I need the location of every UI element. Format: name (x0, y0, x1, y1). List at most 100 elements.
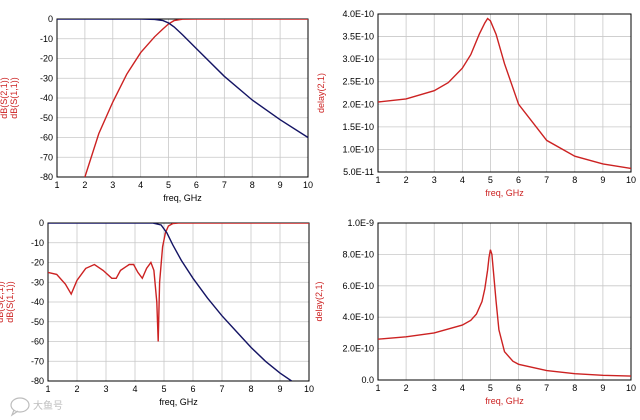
y-tick-label: -80 (31, 376, 44, 386)
y-tick-label: -40 (40, 93, 53, 103)
y-tick-label: 4.0E-10 (342, 9, 374, 19)
x-tick-label: 4 (132, 384, 137, 394)
plot-area (377, 222, 632, 381)
series-line-0 (378, 249, 631, 377)
y-axis-label-part: dB(S(1,1)) (9, 77, 19, 119)
y-tick-label: -10 (31, 238, 44, 248)
chart-s-parameters-bottom: 1 2 3 4 5 6 7 8 9 10 0 -10 -20 -30 -40 -50 -60 -70 -80 freq… (0, 218, 314, 407)
y-tick-label: 8.0E-10 (342, 249, 374, 259)
chart-delay-top: 1 2 3 4 5 6 7 8 9 10 4.0E-10 3.5E-10 3.0E-10 2.5E-10 2… (316, 9, 636, 198)
x-tick-label: 3 (432, 383, 437, 393)
y-tick-label: 2.0E-10 (342, 99, 374, 109)
y-tick-label: -50 (40, 113, 53, 123)
y-tick-label: 2.0E-10 (342, 344, 374, 354)
y-tick-label: 0 (48, 14, 53, 24)
x-tick-label: 2 (404, 383, 409, 393)
x-tick-label: 6 (194, 180, 199, 190)
x-tick-label: 4 (138, 180, 143, 190)
y-tick-label: 6.0E-10 (342, 281, 374, 291)
x-tick-label: 5 (166, 180, 171, 190)
series-line-0 (84, 19, 308, 177)
x-axis-label: freq, GHz (163, 193, 202, 203)
x-tick-label: 9 (600, 175, 605, 185)
x-tick-label: 3 (103, 384, 108, 394)
y-axis-label: delay(2,1) (316, 73, 326, 113)
y-tick-label: 1.5E-10 (342, 122, 374, 132)
x-tick-label: 2 (404, 175, 409, 185)
plot-border (377, 13, 632, 173)
x-tick-label: 10 (303, 180, 313, 190)
x-tick-label: 5 (488, 383, 493, 393)
y-tick-label: -80 (40, 172, 53, 182)
x-tick-label: 4 (460, 383, 465, 393)
y-tick-label: -30 (40, 73, 53, 83)
x-tick-label: 1 (45, 384, 50, 394)
y-tick-label: 3.5E-10 (342, 32, 374, 42)
x-tick-label: 9 (278, 180, 283, 190)
x-tick-label: 7 (222, 180, 227, 190)
series-line-1 (48, 223, 292, 381)
watermark-text: 大鱼号 (33, 399, 63, 412)
y-tick-label: 2.5E-10 (342, 77, 374, 87)
y-axis-label: dB(S(2,1))dB(S(1,1)) (0, 281, 15, 323)
x-tick-label: 1 (375, 383, 380, 393)
y-tick-label: -60 (31, 337, 44, 347)
x-tick-label: 7 (544, 175, 549, 185)
y-tick-label: 0.0 (361, 375, 374, 385)
x-tick-label: 10 (304, 384, 314, 394)
y-tick-label: -20 (40, 54, 53, 64)
y-tick-label: -60 (40, 133, 53, 143)
y-tick-label: 4.0E-10 (342, 312, 374, 322)
y-axis-label: delay(2,1) (314, 281, 324, 321)
y-tick-label: 5.0E-11 (343, 167, 374, 177)
x-tick-label: 2 (74, 384, 79, 394)
x-tick-label: 10 (626, 383, 636, 393)
y-tick-label: -70 (31, 356, 44, 366)
x-tick-label: 9 (600, 383, 605, 393)
plot-area (377, 13, 632, 173)
x-tick-label: 8 (250, 180, 255, 190)
x-tick-label: 4 (460, 175, 465, 185)
x-tick-label: 2 (82, 180, 87, 190)
y-tick-label: -40 (31, 297, 44, 307)
x-tick-label: 7 (219, 384, 224, 394)
y-axis-label-part: dB(S(2,1)) (0, 281, 5, 323)
y-axis-label: dB(S(2,1))dB(S(1,1)) (0, 77, 19, 119)
x-axis-label: freq, GHz (485, 188, 524, 198)
x-tick-label: 5 (488, 175, 493, 185)
y-axis-label-part: dB(S(2,1)) (0, 77, 9, 119)
series-line-0 (378, 17, 631, 170)
chart-delay-bottom: 1 2 3 4 5 6 7 8 9 10 1.0E-9 8.0E-10 6.0E-10 4.0E-10 2.… (314, 218, 636, 406)
x-tick-label: 1 (375, 175, 380, 185)
y-tick-label: 1.0E-9 (347, 218, 374, 228)
y-tick-label: -70 (40, 152, 53, 162)
series-line-0 (48, 223, 309, 342)
y-axis-label-part: dB(S(1,1)) (5, 281, 15, 323)
series-line-1 (57, 19, 308, 139)
y-tick-label: 1.0E-10 (342, 144, 374, 154)
y-tick-label: -30 (31, 277, 44, 287)
chat-bubble-icon (10, 397, 30, 417)
x-tick-label: 9 (277, 384, 282, 394)
x-tick-label: 6 (516, 175, 521, 185)
y-tick-label: 3.0E-10 (342, 54, 374, 64)
x-tick-label: 6 (516, 383, 521, 393)
watermark: 大鱼号 (10, 397, 63, 417)
y-tick-label: -10 (40, 34, 53, 44)
x-axis-label: freq, GHz (485, 396, 524, 406)
chart-s-parameters-top: 1 2 3 4 5 6 7 8 9 10 0 -10 -20 -30 -40 -50 -60 -70 -80 freq… (0, 14, 313, 203)
plot-border (377, 222, 632, 381)
x-tick-label: 10 (626, 175, 636, 185)
y-tick-label: -20 (31, 258, 44, 268)
x-tick-label: 8 (572, 383, 577, 393)
y-tick-label: 0 (39, 218, 44, 228)
x-tick-label: 1 (54, 180, 59, 190)
x-tick-label: 8 (248, 384, 253, 394)
x-tick-label: 7 (544, 383, 549, 393)
x-tick-label: 3 (110, 180, 115, 190)
x-tick-label: 6 (190, 384, 195, 394)
x-tick-label: 3 (432, 175, 437, 185)
x-tick-label: 8 (572, 175, 577, 185)
x-tick-label: 5 (161, 384, 166, 394)
